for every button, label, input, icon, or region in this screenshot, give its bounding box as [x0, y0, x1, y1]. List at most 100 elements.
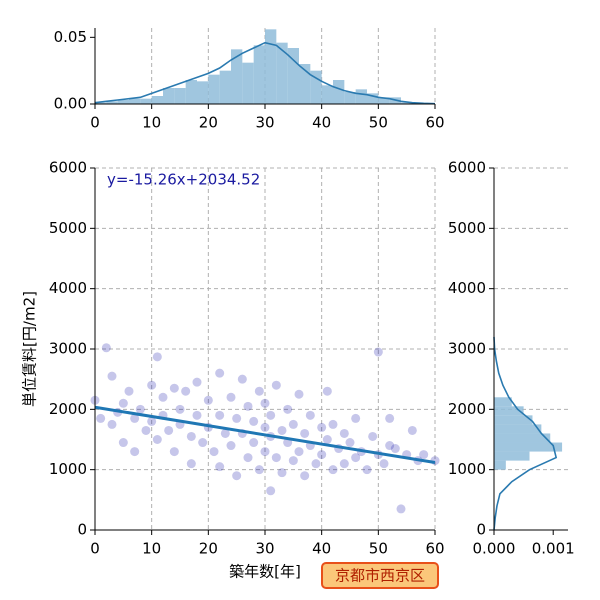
annotation: y=-15.26x+2034.52 [107, 171, 260, 189]
point [249, 416, 259, 426]
y-tick-label: 0.05 [54, 28, 87, 46]
point [271, 453, 281, 463]
point [130, 413, 140, 423]
y-tick-label: 2000 [49, 400, 87, 418]
hist-bar [185, 80, 197, 104]
point [339, 459, 349, 469]
hist-bar [494, 451, 530, 461]
x-tick-label: 60 [425, 114, 444, 132]
point [243, 453, 253, 463]
x-tick-label: 50 [369, 540, 388, 558]
hist-bar [95, 102, 107, 104]
point [277, 425, 287, 435]
hist-bar [265, 29, 277, 104]
y-tick-label: 0.00 [54, 95, 87, 113]
point [147, 416, 157, 426]
hist-bar [494, 433, 551, 443]
point [300, 428, 310, 438]
y-tick-label: 4000 [49, 279, 87, 297]
point [130, 447, 140, 457]
point [118, 438, 128, 448]
point [283, 404, 293, 414]
hist-bar [174, 88, 186, 104]
point [181, 386, 191, 396]
x-tick-label: 20 [199, 540, 218, 558]
point [232, 471, 242, 481]
hist-bar [140, 98, 152, 104]
point [351, 413, 361, 423]
hist-bar [117, 100, 129, 104]
point [266, 410, 276, 420]
y-tick-label: 0 [77, 521, 87, 539]
point [135, 404, 145, 414]
y-tick-label: 5000 [448, 219, 486, 237]
y-tick-label: 6000 [49, 159, 87, 177]
hist-bar [106, 101, 118, 104]
point [385, 441, 395, 451]
point [311, 459, 321, 469]
x-tick-label: 0 [90, 540, 100, 558]
point [192, 377, 202, 387]
y-tick-label: 3000 [448, 340, 486, 358]
point [101, 343, 111, 353]
hist-bar [242, 62, 254, 104]
point [317, 422, 327, 432]
x-tick-label: 0 [90, 114, 100, 132]
x-tick-label: 50 [369, 114, 388, 132]
point [203, 395, 213, 405]
point [317, 450, 327, 460]
hist-bar [151, 96, 163, 104]
point [152, 435, 162, 444]
point [385, 413, 395, 423]
point [260, 447, 270, 457]
x-tick-label: 0.001 [532, 540, 575, 558]
hist-bar [197, 81, 209, 104]
area-badge [321, 562, 439, 589]
y-axis-label: 単位賃料[円/m2] [21, 291, 39, 407]
point [379, 459, 389, 469]
hist-bar [401, 102, 413, 104]
x-tick-label: 10 [142, 540, 161, 558]
point [288, 419, 298, 429]
point [237, 374, 247, 384]
point [152, 352, 162, 362]
x-tick-label: 40 [312, 540, 331, 558]
point [260, 398, 270, 408]
hist-bar [494, 460, 506, 470]
y-tick-label: 1000 [49, 460, 87, 478]
y-tick-label: 3000 [49, 340, 87, 358]
point [254, 465, 264, 475]
point [243, 401, 253, 411]
hist-bar [344, 92, 356, 104]
point [158, 392, 168, 402]
point [351, 453, 361, 463]
point [164, 425, 174, 435]
point [396, 504, 406, 514]
point [368, 431, 378, 441]
point [271, 380, 281, 390]
hist-bar [321, 85, 333, 104]
y-tick-label: 0 [476, 521, 486, 539]
hist-bar [310, 70, 322, 104]
x-tick-label: 40 [312, 114, 331, 132]
point [198, 438, 208, 448]
point [96, 413, 106, 423]
point [277, 468, 287, 478]
point [215, 462, 225, 472]
regression-line [94, 405, 436, 464]
point [345, 438, 355, 448]
point [169, 383, 179, 393]
point [232, 413, 242, 423]
hist-bar [276, 42, 288, 104]
point [118, 398, 128, 408]
hist-bar [494, 406, 524, 416]
point [266, 486, 276, 496]
area-label: 京都市西京区 [335, 567, 425, 585]
point [141, 425, 151, 435]
point [169, 447, 179, 457]
point [294, 447, 304, 457]
point [226, 441, 236, 451]
point [192, 410, 202, 420]
point [300, 471, 310, 481]
x-tick-label: 30 [255, 114, 274, 132]
